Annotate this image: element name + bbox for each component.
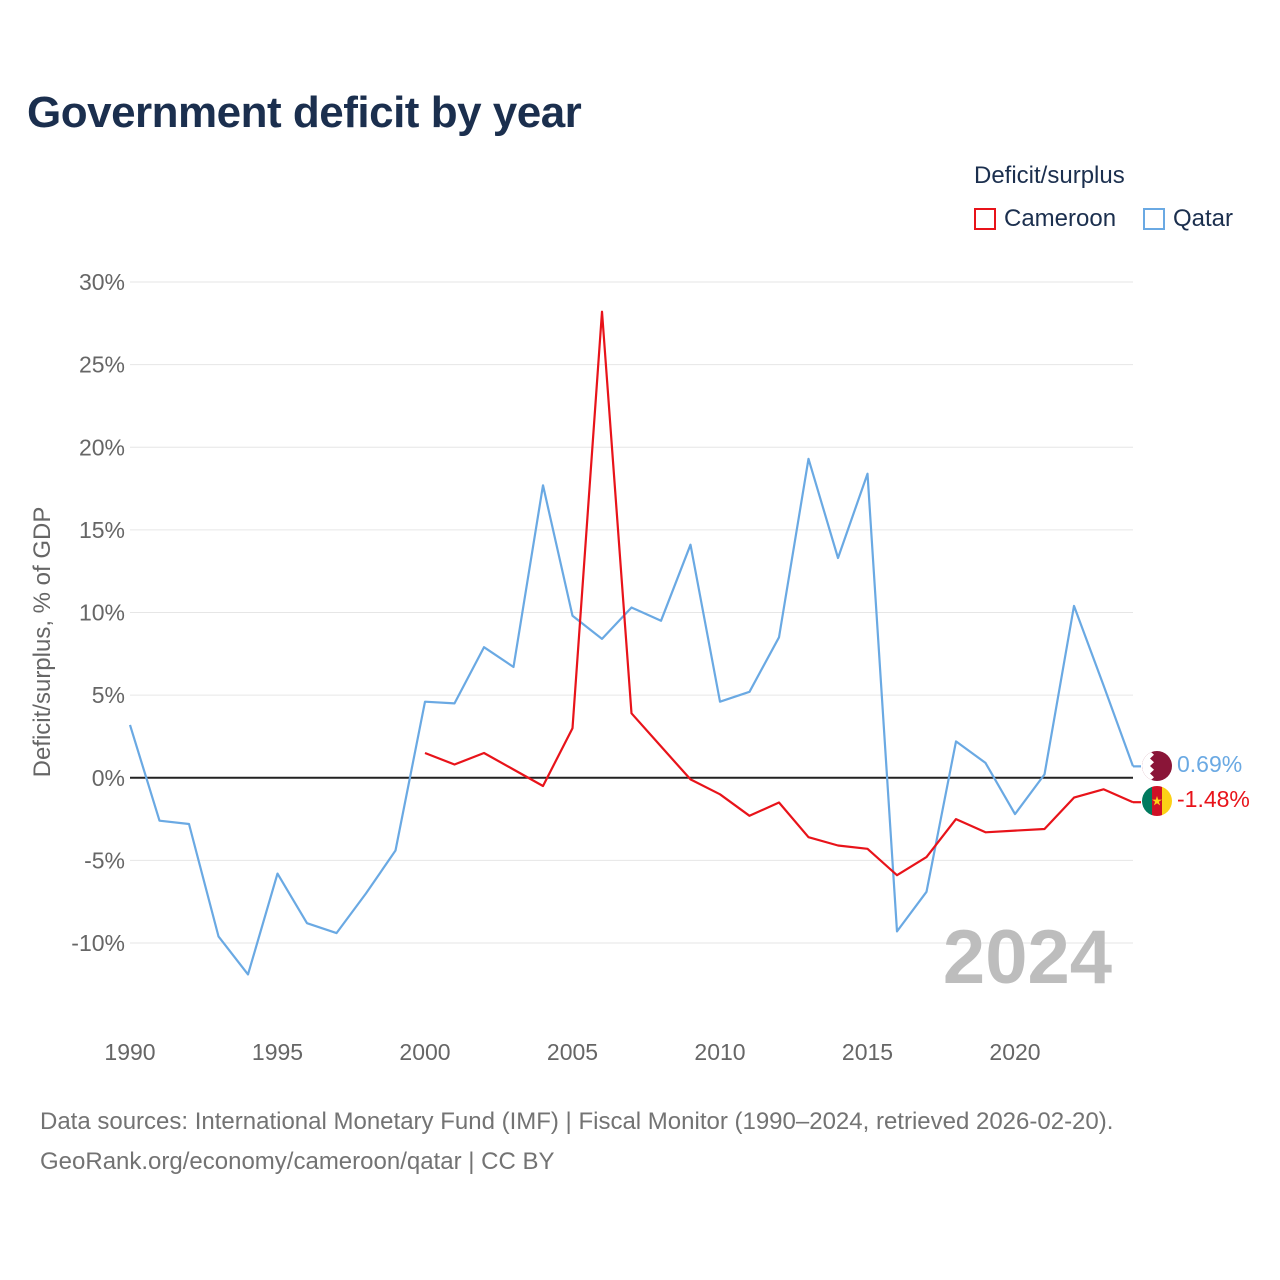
chart-title: Government deficit by year xyxy=(27,88,582,137)
year-watermark: 2024 xyxy=(943,915,1112,1000)
cameroon-end-label: -1.48% xyxy=(1177,786,1250,812)
x-axis-ticks: 1990 1995 2000 2005 2010 2015 2020 xyxy=(104,1039,1040,1065)
legend-item-cameroon[interactable]: Cameroon xyxy=(974,205,1116,233)
legend-title: Deficit/surplus xyxy=(974,162,1125,189)
legend-swatch-cameroon xyxy=(974,208,996,230)
qatar-flag-icon xyxy=(1142,751,1172,781)
series-layer xyxy=(128,310,1141,976)
y-tick-label: -10% xyxy=(71,930,125,956)
y-tick-label: 5% xyxy=(92,682,125,708)
y-tick-label: 25% xyxy=(79,352,125,378)
footer-credit: GeoRank.org/economy/cameroon/qatar | CC … xyxy=(40,1148,555,1175)
series-line-qatar xyxy=(128,457,1135,976)
qatar-end-label: 0.69% xyxy=(1177,751,1242,777)
y-tick-label: 0% xyxy=(92,765,125,791)
legend-label-cameroon: Cameroon xyxy=(1004,205,1117,232)
footer-sources: Data sources: International Monetary Fun… xyxy=(40,1108,1114,1135)
y-tick-label: -5% xyxy=(84,847,125,873)
x-tick-label: 1995 xyxy=(252,1039,303,1065)
cameroon-flag-icon xyxy=(1142,786,1172,816)
y-axis-label: Deficit/surplus, % of GDP xyxy=(29,507,56,778)
legend-label-qatar: Qatar xyxy=(1173,205,1234,232)
x-tick-label: 2005 xyxy=(547,1039,598,1065)
series-line-cameroon xyxy=(424,310,1134,877)
y-axis-ticks: -10% -5% 0% 5% 10% 15% 20% 25% 30% xyxy=(71,269,125,956)
x-tick-label: 2020 xyxy=(989,1039,1040,1065)
x-tick-label: 1990 xyxy=(104,1039,155,1065)
x-tick-label: 2010 xyxy=(694,1039,745,1065)
grid-lines xyxy=(130,281,1133,944)
y-tick-label: 15% xyxy=(79,517,125,543)
y-tick-label: 20% xyxy=(79,434,125,460)
x-tick-label: 2000 xyxy=(399,1039,450,1065)
y-tick-label: 30% xyxy=(79,269,125,295)
legend-swatch-qatar xyxy=(1143,208,1165,230)
x-tick-label: 2015 xyxy=(842,1039,893,1065)
legend-item-qatar[interactable]: Qatar xyxy=(1143,205,1233,233)
y-tick-label: 10% xyxy=(79,600,125,626)
